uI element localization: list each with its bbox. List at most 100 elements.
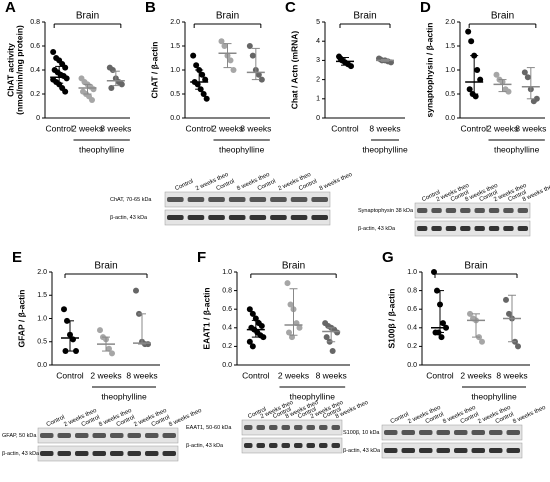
- blot-band: [269, 443, 278, 448]
- chart-title: Brain: [282, 261, 305, 272]
- data-point: [97, 327, 103, 334]
- data-point: [440, 320, 446, 327]
- y-tick-label: 0.4: [222, 325, 232, 332]
- y-tick-label: 0.5: [445, 91, 455, 98]
- lane-label: Control: [174, 179, 194, 193]
- data-point: [106, 345, 112, 352]
- row-label: β-actin, 43 kDa: [110, 215, 148, 221]
- data-point: [89, 97, 95, 103]
- blot-band: [436, 430, 450, 435]
- blot-band: [256, 443, 265, 448]
- group-label: theophylline: [219, 144, 265, 154]
- y-tick-label: 1.0: [222, 269, 232, 276]
- x-tick-label: Control: [426, 370, 454, 380]
- y-tick-label: 0.5: [37, 339, 47, 346]
- y-tick-label: 0.0: [407, 362, 417, 369]
- data-point: [337, 55, 344, 62]
- data-point: [329, 348, 336, 355]
- blot-band: [419, 430, 433, 435]
- y-tick-label: 0.0: [37, 362, 47, 369]
- blot-band: [474, 226, 485, 231]
- y-tick-label: 0.2: [222, 343, 232, 350]
- x-tick-label: Control: [56, 370, 84, 380]
- x-tick-label: 8 weeks: [369, 123, 400, 133]
- row-label: β-actin, 43 kDa: [343, 448, 381, 454]
- data-point: [296, 324, 303, 331]
- y-tick-label: 0.5: [170, 91, 180, 98]
- blot-band: [228, 215, 246, 220]
- chart-title: Brain: [491, 11, 514, 22]
- blot-strip: [37, 427, 179, 444]
- blot-band: [489, 430, 503, 435]
- data-point: [506, 310, 512, 317]
- y-axis-label: ChAT / β-actin: [149, 42, 159, 99]
- group-label: theophylline: [471, 391, 517, 401]
- data-point: [193, 62, 200, 69]
- blot-band: [488, 208, 500, 213]
- blot-band: [270, 215, 287, 220]
- blot-band: [517, 226, 528, 231]
- y-tick-label: 0.4: [30, 67, 40, 74]
- data-point: [73, 348, 79, 355]
- blot-band: [110, 451, 124, 456]
- chart-title: Brain: [353, 11, 376, 22]
- y-tick-label: 1: [316, 96, 320, 103]
- data-point: [62, 348, 69, 355]
- data-point: [466, 86, 473, 93]
- data-point: [203, 95, 210, 102]
- blot-band: [471, 430, 485, 435]
- x-tick-label: 2 weeks: [72, 123, 103, 133]
- panel-letter: D: [420, 0, 431, 16]
- data-point: [50, 49, 57, 55]
- blot-band: [290, 197, 308, 202]
- data-point: [90, 86, 97, 93]
- blot-band: [311, 215, 328, 220]
- x-tick-label: 8 weeks: [240, 123, 271, 133]
- data-point: [199, 71, 206, 78]
- group-label: theophylline: [290, 391, 336, 401]
- y-axis-label: EAAT1 / β-actin: [201, 287, 211, 349]
- x-tick-label: 2 weeks: [487, 123, 518, 133]
- data-point: [258, 322, 265, 329]
- blot-band: [460, 226, 471, 231]
- data-point: [249, 52, 256, 59]
- data-point: [118, 81, 125, 88]
- y-tick-label: 0.2: [407, 343, 417, 350]
- blot-band: [474, 208, 485, 213]
- blot-band: [249, 197, 267, 202]
- data-point: [218, 38, 225, 45]
- blot-strip: [241, 419, 343, 436]
- blot-band: [445, 208, 457, 213]
- row-label: β-actin, 43 kDa: [2, 451, 40, 457]
- panel-letter: G: [382, 249, 394, 266]
- y-tick-label: 2.0: [445, 19, 455, 26]
- chart-title: Brain: [216, 11, 239, 22]
- blot-band: [228, 197, 246, 202]
- blot-band: [294, 443, 303, 448]
- data-point: [246, 338, 253, 345]
- blot-band: [92, 451, 106, 456]
- data-point: [334, 329, 341, 336]
- blot-band: [331, 443, 340, 448]
- row-label: EAAT1, 50-60 kDa: [186, 425, 232, 431]
- blot-band: [249, 215, 267, 220]
- y-axis-label: S100β / β-actin: [386, 289, 396, 349]
- blot-band: [75, 433, 89, 438]
- y-tick-label: 0.8: [30, 19, 40, 26]
- blot-band: [460, 208, 471, 213]
- blot-band: [110, 433, 124, 438]
- data-point: [246, 43, 253, 49]
- blot-band: [281, 443, 290, 448]
- y-tick-label: 0.0: [222, 362, 232, 369]
- blot-band: [506, 448, 520, 453]
- data-point: [109, 67, 116, 73]
- y-tick-label: 0: [316, 115, 320, 122]
- data-point: [190, 52, 197, 59]
- blot-band: [145, 433, 159, 438]
- blot-band: [127, 433, 141, 438]
- blot-band: [517, 208, 528, 213]
- y-tick-label: 1.0: [170, 67, 180, 74]
- row-label: β-actin, 43 kDa: [186, 443, 224, 449]
- blot-band: [431, 208, 442, 213]
